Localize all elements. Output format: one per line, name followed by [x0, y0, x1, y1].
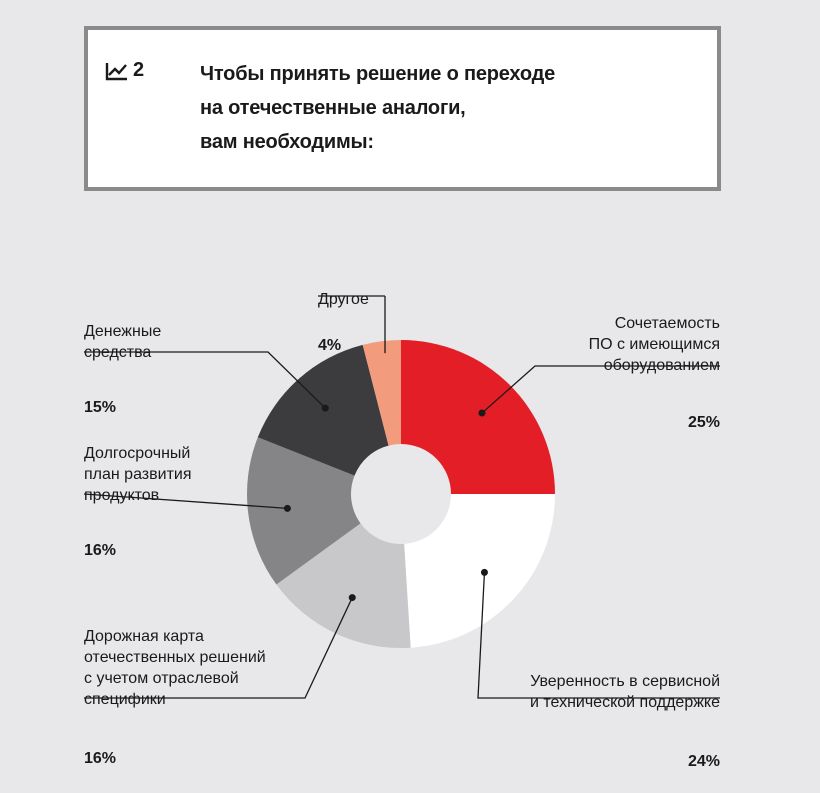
slice-value-label: 24% — [687, 753, 720, 770]
slice-label-text: Сочетаемость ПО с имеющимся оборудование… — [588, 315, 720, 374]
slice-label-roadmap: Дорожная карта отечественных решений с у… — [84, 605, 266, 790]
slice-compatibility — [401, 340, 555, 494]
slice-roadmap — [276, 523, 411, 648]
donut-slices — [247, 340, 555, 648]
slice-longterm-plan — [247, 437, 361, 585]
slice-label-text: Денежные средства — [84, 323, 162, 361]
slice-label-support: Уверенность в сервисной и технической по… — [530, 650, 720, 793]
slice-label-compatibility: Сочетаемость ПО с имеющимся оборудование… — [589, 292, 720, 454]
slice-value-label: 16% — [84, 750, 117, 767]
leader-line — [481, 365, 720, 414]
leader-line — [84, 597, 353, 699]
leader-dot — [283, 504, 291, 512]
slice-label-text: Другое — [318, 291, 369, 308]
figure-number: 2 — [133, 59, 145, 81]
slice-label-text: Уверенность в сервисной и технической по… — [529, 673, 720, 711]
leader-lines — [83, 295, 720, 699]
slice-support — [404, 494, 555, 648]
leader-dot — [478, 409, 486, 417]
slice-other — [362, 340, 401, 446]
figure-badge: 2 — [105, 59, 144, 82]
chart-line-icon — [105, 62, 127, 80]
slice-label-other: Другое 4% — [318, 268, 369, 377]
page-title: Чтобы принять решение о переходе на отеч… — [200, 63, 556, 153]
header-box: 2 Чтобы принять решение о переходе на от… — [84, 26, 721, 191]
slice-label-funds: Денежные средства 15% — [84, 300, 161, 439]
leader-line — [83, 493, 288, 509]
slice-label-text: Долгосрочный план развития продуктов — [84, 445, 192, 504]
leader-dot — [348, 594, 356, 602]
leader-line — [477, 572, 720, 699]
slice-label-longterm-plan: Долгосрочный план развития продуктов 16% — [84, 422, 192, 582]
leader-dot — [321, 404, 329, 412]
leader-line — [84, 351, 326, 409]
leader-dot — [480, 568, 488, 576]
slice-value-label: 4% — [318, 337, 342, 354]
slice-value-label: 15% — [84, 399, 117, 416]
slice-value-label: 25% — [687, 414, 720, 431]
slice-value-label: 16% — [84, 542, 117, 559]
slice-label-text: Дорожная карта отечественных решений с у… — [84, 628, 266, 708]
donut-chart — [83, 295, 720, 699]
